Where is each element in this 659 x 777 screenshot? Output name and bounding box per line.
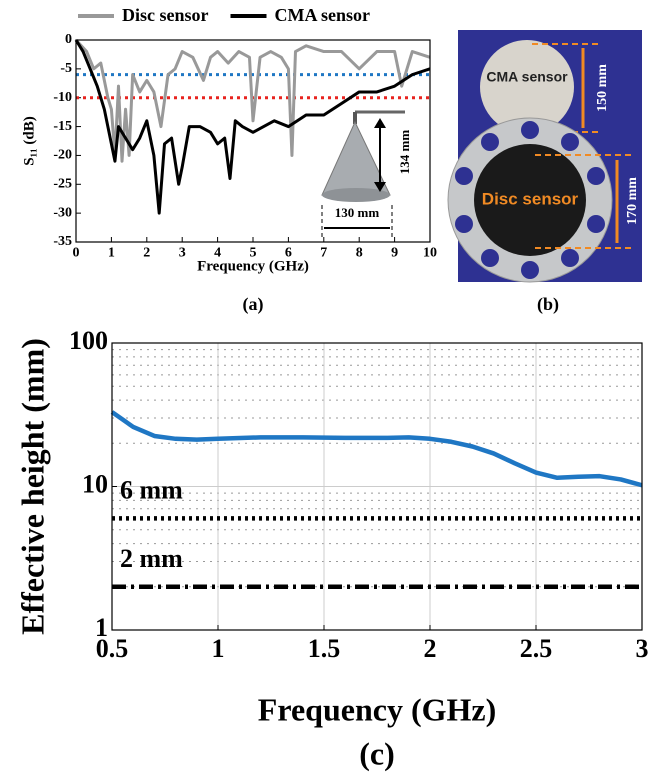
data-line bbox=[74, 39, 431, 215]
y-tick-label: -5 bbox=[60, 61, 72, 76]
panel-title: (b) bbox=[537, 294, 559, 315]
annotation: 130 mm bbox=[335, 205, 380, 220]
x-axis-label: Frequency (GHz) bbox=[258, 691, 496, 727]
disc-label: Disc sensor bbox=[482, 189, 579, 208]
y-tick-label: 1 bbox=[95, 613, 108, 642]
x-tick-label: 4 bbox=[214, 245, 221, 260]
x-tick-label: 2 bbox=[143, 245, 150, 260]
x-tick-label: 3 bbox=[636, 634, 649, 663]
legend-label: CMA sensor bbox=[275, 5, 371, 25]
cma-size: 150 mm bbox=[595, 64, 610, 112]
cone-photo: 130 mm 134 mm bbox=[312, 110, 430, 242]
reference-label: 6 mm bbox=[120, 475, 183, 504]
x-tick-label: 2 bbox=[424, 634, 437, 663]
x-tick-label: 6 bbox=[285, 245, 292, 260]
cma-label: CMA sensor bbox=[486, 69, 568, 85]
legend-label: Disc sensor bbox=[122, 5, 209, 25]
x-tick-label: 5 bbox=[250, 245, 257, 260]
x-tick-label: 3 bbox=[179, 245, 186, 260]
y-axis-label: S₁₁ (dB) bbox=[21, 116, 37, 165]
disc-size: 170 mm bbox=[625, 177, 640, 225]
x-tick-label: 2.5 bbox=[520, 634, 553, 663]
x-tick-label: 0.5 bbox=[96, 634, 129, 663]
x-tick-label: 1 bbox=[212, 634, 225, 663]
data-line bbox=[74, 38, 431, 163]
plot-frame bbox=[75, 39, 431, 243]
plot-frame bbox=[111, 342, 643, 631]
x-tick-label: 7 bbox=[320, 245, 327, 260]
x-tick-label: 9 bbox=[391, 245, 398, 260]
data-line bbox=[110, 410, 643, 488]
y-tick-label: -25 bbox=[53, 177, 72, 192]
y-tick-label: 0 bbox=[65, 32, 72, 47]
y-axis-label: Effective height (mm) bbox=[14, 338, 50, 635]
sensor-photo: CMA sensor 150 mm Disc sensor 170 mm (b) bbox=[447, 30, 642, 315]
reference-label: 2 mm bbox=[120, 544, 183, 573]
panel-title: (a) bbox=[243, 294, 264, 315]
x-tick-label: 1.5 bbox=[308, 634, 341, 663]
x-tick-label: 8 bbox=[356, 245, 363, 260]
y-tick-label: -35 bbox=[53, 234, 72, 249]
x-tick-label: 10 bbox=[423, 245, 437, 260]
y-tick-label: -20 bbox=[53, 148, 72, 163]
panel-title: (c) bbox=[359, 735, 395, 771]
y-tick-label: 10 bbox=[82, 469, 108, 498]
y-tick-label: -10 bbox=[53, 90, 72, 105]
y-tick-label: 100 bbox=[69, 326, 108, 355]
x-tick-label: 1 bbox=[108, 245, 115, 260]
annotation: 134 mm bbox=[397, 130, 412, 175]
y-tick-label: -15 bbox=[53, 119, 72, 134]
x-tick-label: 0 bbox=[73, 245, 80, 260]
y-tick-label: -30 bbox=[53, 205, 72, 220]
x-axis-label: Frequency (GHz) bbox=[197, 258, 309, 274]
